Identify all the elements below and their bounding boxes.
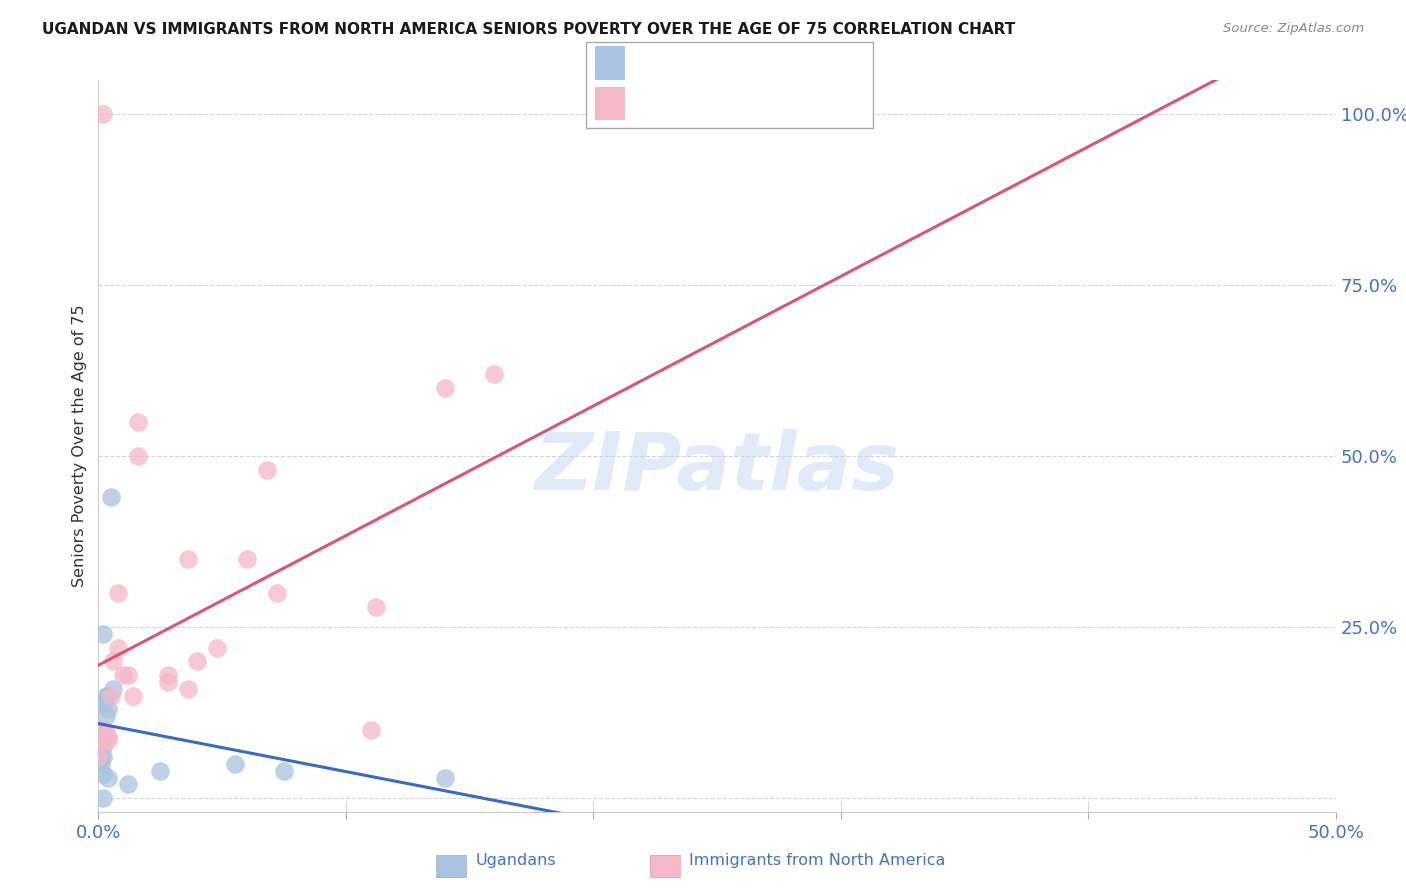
Point <box>236 551 259 566</box>
Point <box>94 689 117 703</box>
Bar <box>595 87 624 120</box>
Point <box>97 733 120 747</box>
Y-axis label: Seniors Poverty Over the Age of 75: Seniors Poverty Over the Age of 75 <box>72 305 87 587</box>
Point <box>90 723 112 737</box>
Point <box>117 777 139 791</box>
Point <box>433 771 456 785</box>
Point <box>93 695 115 709</box>
Point <box>484 368 506 382</box>
Point <box>93 730 115 744</box>
Bar <box>595 46 624 80</box>
Point <box>256 463 278 477</box>
Point <box>364 599 387 614</box>
Point <box>112 668 135 682</box>
Point <box>100 490 122 504</box>
Point <box>97 689 120 703</box>
Point <box>103 654 125 668</box>
Point <box>87 730 110 744</box>
Point <box>107 640 129 655</box>
Text: R = -0.294: R = -0.294 <box>634 54 723 72</box>
Point <box>93 791 115 805</box>
Text: N = 30: N = 30 <box>769 54 832 72</box>
Point <box>433 381 456 395</box>
FancyBboxPatch shape <box>586 42 873 128</box>
Point <box>93 767 115 781</box>
Point <box>97 730 120 744</box>
Point <box>224 756 246 771</box>
Point <box>93 695 115 709</box>
Point <box>149 764 172 778</box>
Text: Immigrants from North America: Immigrants from North America <box>689 853 945 868</box>
Point <box>90 736 112 750</box>
Point <box>93 739 115 754</box>
Point <box>93 750 115 764</box>
Text: ZIPatlas: ZIPatlas <box>534 429 900 507</box>
Point <box>93 733 115 747</box>
Point <box>93 627 115 641</box>
Point <box>94 709 117 723</box>
Point <box>90 750 112 764</box>
Point <box>360 723 382 737</box>
Point <box>127 415 149 429</box>
Point <box>97 702 120 716</box>
Text: Ugandans: Ugandans <box>475 853 555 868</box>
Point <box>266 586 288 600</box>
Point <box>93 723 115 737</box>
Text: UGANDAN VS IMMIGRANTS FROM NORTH AMERICA SENIORS POVERTY OVER THE AGE OF 75 CORR: UGANDAN VS IMMIGRANTS FROM NORTH AMERICA… <box>42 22 1015 37</box>
Point <box>90 733 112 747</box>
Point <box>90 730 112 744</box>
Point <box>103 681 125 696</box>
Text: R =  0.500: R = 0.500 <box>634 95 723 113</box>
Point <box>87 723 110 737</box>
Point <box>90 736 112 750</box>
Point <box>87 750 110 764</box>
Point <box>90 733 112 747</box>
Text: Source: ZipAtlas.com: Source: ZipAtlas.com <box>1223 22 1364 36</box>
Point <box>87 733 110 747</box>
Point <box>273 764 295 778</box>
Point <box>94 726 117 740</box>
Point <box>122 689 145 703</box>
Point <box>97 771 120 785</box>
Point <box>127 449 149 463</box>
Point <box>186 654 208 668</box>
Point <box>117 668 139 682</box>
Point <box>205 640 228 655</box>
Point <box>90 730 112 744</box>
Point <box>156 668 179 682</box>
Point <box>93 107 115 121</box>
Point <box>107 586 129 600</box>
Point <box>176 681 198 696</box>
Point <box>93 695 115 709</box>
Text: N = 32: N = 32 <box>769 95 832 113</box>
Point <box>176 551 198 566</box>
Point <box>156 674 179 689</box>
Point <box>100 689 122 703</box>
Point <box>90 756 112 771</box>
